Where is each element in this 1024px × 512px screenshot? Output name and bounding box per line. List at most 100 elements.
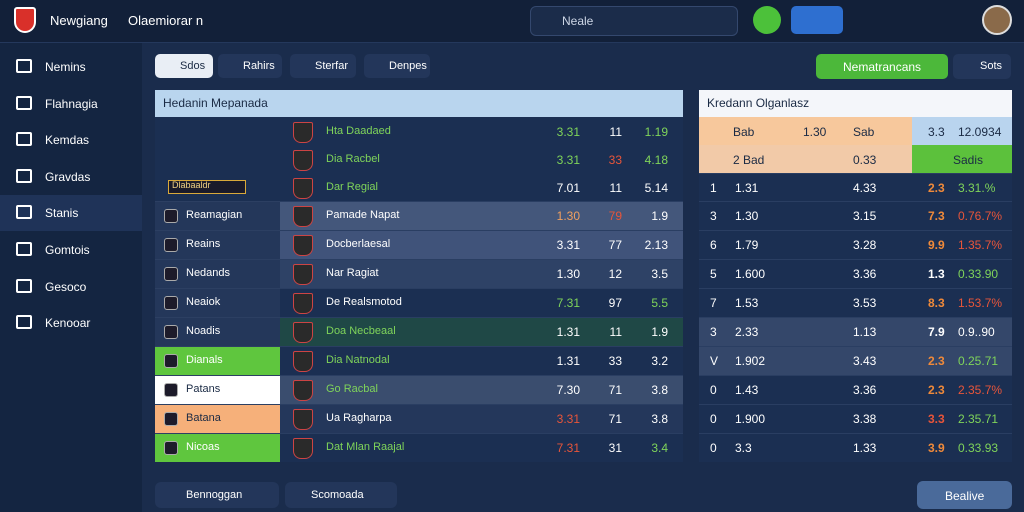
topbar	[0, 0, 1024, 43]
player-name[interactable]: Reains	[186, 238, 221, 250]
player-name[interactable]: Reamagian	[186, 209, 243, 221]
sidebar-item[interactable]: Stanis	[45, 206, 79, 221]
stat: 1.31	[556, 354, 580, 368]
tab-label[interactable]: Sdos	[180, 60, 206, 72]
sidebar-item[interactable]: Gravdas	[45, 169, 91, 184]
right-title: Kredann Olganlasz	[707, 96, 810, 110]
stat: 5.5	[651, 296, 668, 310]
cell: 12.0934	[958, 125, 1002, 139]
tab-label[interactable]: Rahirs	[243, 60, 275, 72]
secondary-action[interactable]	[953, 54, 1011, 79]
sidebar-icon	[16, 315, 32, 330]
team-name[interactable]: Doa Necbeaal	[326, 325, 396, 337]
team-name[interactable]: Dar Regial	[326, 181, 378, 193]
filter[interactable]	[285, 482, 397, 508]
row-bg	[280, 317, 683, 347]
tab-label[interactable]: Denpes	[389, 60, 427, 72]
tab-label[interactable]: Sterfar	[315, 60, 349, 72]
team-name[interactable]: De Realsmotod	[326, 296, 402, 308]
team-name[interactable]: Docberlaesal	[326, 238, 391, 250]
player-icon	[164, 412, 178, 426]
brand: Newgiang	[50, 13, 108, 28]
stat: 71	[608, 412, 622, 426]
stat: 2.13	[644, 238, 668, 252]
player-name[interactable]: Batana	[186, 412, 221, 424]
filter[interactable]	[155, 482, 279, 508]
avatar[interactable]	[982, 5, 1012, 35]
cell: 1.43	[735, 383, 759, 397]
team-name[interactable]: Hta Daadaed	[326, 125, 391, 137]
sidebar-item[interactable]: Gesoco	[45, 279, 87, 294]
team-name[interactable]: Go Racbal	[326, 383, 378, 395]
cell: 1.902	[735, 354, 766, 368]
cell: 1.33	[853, 441, 877, 455]
player-name[interactable]: Neaiok	[186, 296, 221, 308]
player-name[interactable]: Noadis	[186, 325, 221, 337]
primary-label[interactable]: Nematrancans	[843, 60, 922, 74]
stat: 1.30	[556, 209, 580, 223]
team-crest	[293, 122, 313, 143]
tab[interactable]	[155, 54, 213, 78]
sidebar	[0, 43, 142, 512]
team-name[interactable]: Dia Racbel	[326, 153, 380, 165]
stat: 77	[608, 238, 622, 252]
team-name[interactable]: Dia Natnodal	[326, 354, 390, 366]
filter-label[interactable]: Scomoada	[311, 489, 364, 501]
player-name[interactable]: Nicoas	[186, 441, 220, 453]
cell: V	[710, 354, 719, 368]
footer-action-label[interactable]: Bealive	[945, 489, 985, 503]
cell: 0.33.93	[958, 441, 999, 455]
sidebar-item[interactable]: Kenooar	[45, 316, 91, 331]
stat: 33	[608, 153, 622, 167]
secondary-label[interactable]: Sots	[980, 60, 1003, 72]
team-name[interactable]: Nar Ragiat	[326, 267, 379, 279]
row-bg	[280, 346, 683, 376]
cell: 0.76.7%	[958, 209, 1003, 223]
team-crest	[293, 264, 313, 285]
stat: 33	[608, 354, 622, 368]
team-name[interactable]: Ua Ragharpa	[326, 412, 392, 424]
player-name[interactable]: Patans	[186, 383, 221, 395]
team-name[interactable]: Pamade Napat	[326, 209, 400, 221]
tab[interactable]	[364, 54, 430, 78]
sidebar-active	[0, 195, 142, 232]
cell: 7	[710, 296, 717, 310]
sidebar-item[interactable]: Nemins	[45, 60, 86, 74]
cell: 0.9..90	[958, 325, 995, 339]
subtitle: Olaemiorar n	[128, 13, 204, 28]
sidebar-icon	[16, 278, 32, 293]
tab[interactable]	[218, 54, 282, 78]
stat: 71	[608, 383, 622, 397]
player-name[interactable]: Dianals	[186, 354, 223, 366]
cell: Sadis	[953, 153, 984, 167]
row-bg	[699, 117, 912, 145]
team-crest	[293, 206, 313, 227]
player-name[interactable]: Nedands	[186, 267, 231, 279]
stat: 3.4	[651, 441, 668, 455]
sidebar-icon	[16, 59, 32, 73]
stat: 3.31	[556, 412, 580, 426]
search-box[interactable]	[530, 6, 738, 36]
filter-label[interactable]: Bennoggan	[186, 489, 243, 501]
player-icon	[164, 383, 178, 397]
team-crest	[293, 235, 313, 256]
sidebar-item[interactable]: Flahnagia	[45, 96, 98, 111]
sidebar-item[interactable]: Kemdas	[45, 133, 90, 148]
stat: 31	[608, 441, 622, 455]
primary-action[interactable]	[816, 54, 948, 79]
cell: 1.30	[803, 125, 827, 139]
tab[interactable]	[290, 54, 356, 78]
play-button[interactable]	[753, 6, 781, 34]
team-crest	[293, 351, 313, 372]
team-crest	[293, 409, 313, 430]
team-name[interactable]: Dat Mlan Raajal	[326, 441, 405, 453]
stat: 1.9	[651, 209, 668, 223]
cell: 3.36	[853, 383, 877, 397]
footer-action[interactable]	[917, 481, 1012, 509]
toggle-button[interactable]	[791, 6, 843, 34]
cell: Sab	[853, 125, 875, 139]
sidebar-item[interactable]: Gomtois	[45, 243, 90, 257]
right-header	[699, 90, 1012, 117]
row-bg	[699, 201, 1012, 231]
stat: 79	[608, 209, 622, 223]
